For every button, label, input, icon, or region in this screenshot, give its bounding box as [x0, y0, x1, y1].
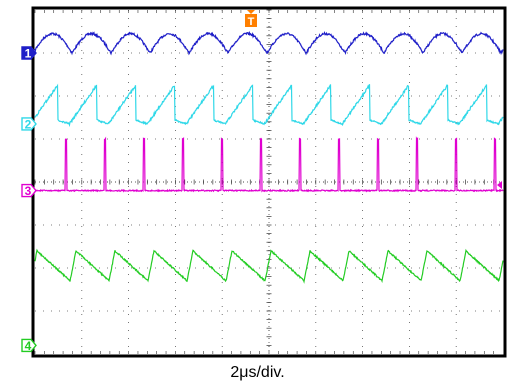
channel-marker-shape: [21, 117, 37, 131]
trigger-level-arrow: [497, 181, 502, 189]
trigger-box: [245, 14, 257, 27]
trace-channel-3: [34, 136, 504, 193]
channel-marker-label: 3: [25, 184, 32, 198]
trace-channel-1: [34, 30, 504, 56]
channel-marker-shape: [21, 338, 37, 353]
trigger-pointer: [247, 10, 255, 14]
channel-marker-3[interactable]: 3: [21, 183, 37, 198]
traces: [34, 30, 504, 284]
trace-channel-2: [34, 83, 504, 128]
trace-channel-4: [34, 248, 504, 284]
trigger-level-marker: [497, 181, 502, 189]
channel-marker-1[interactable]: 1: [21, 46, 37, 61]
channel-marker-label: 1: [25, 47, 32, 61]
channel-marker-shape: [21, 183, 37, 198]
channel-marker-shape: [21, 46, 37, 60]
channel-marker-label: 4: [25, 339, 32, 353]
grid: [34, 9, 503, 354]
channel-markers: 1 2 3 4: [21, 46, 37, 353]
time-scale-caption: 2μs/div.: [230, 364, 285, 381]
channel-marker-4[interactable]: 4: [21, 338, 37, 353]
trigger-label: T: [248, 16, 255, 28]
trigger-marker: T: [245, 10, 257, 28]
channel-marker-label: 2: [25, 117, 32, 131]
channel-marker-2[interactable]: 2: [21, 117, 37, 131]
